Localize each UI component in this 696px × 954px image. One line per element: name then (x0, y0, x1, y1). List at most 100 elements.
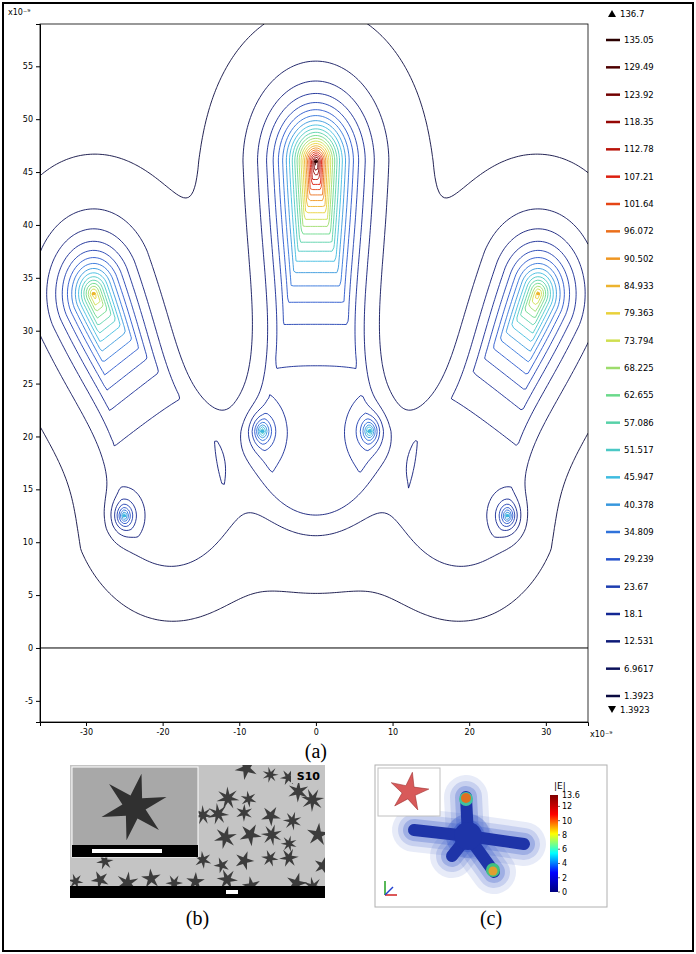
tip-glow (486, 863, 500, 877)
contour-line (92, 144, 540, 299)
level-legend: 136.7135.05129.49123.92118.35112.78107.2… (606, 9, 654, 715)
y-tick-mark (36, 701, 40, 702)
level-label: 107.21 (624, 172, 654, 182)
y-tick: 50 (23, 115, 40, 124)
level-label: 118.35 (624, 117, 654, 127)
contour-line (86, 135, 545, 318)
hot-spot (314, 160, 318, 163)
plot-frame (40, 24, 588, 722)
level-swatch (606, 394, 620, 397)
x-tick-mark (469, 722, 470, 726)
tem-particle (261, 850, 279, 867)
y-tick: 5 (28, 591, 40, 600)
tem-particle (236, 851, 254, 870)
level-swatch (606, 585, 620, 588)
triad-y (384, 881, 386, 895)
level-label: 18.1 (624, 609, 643, 619)
level-swatch (606, 531, 620, 534)
colorbar-min-label: 1.3923 (620, 705, 650, 715)
y-tick: 45 (23, 168, 40, 177)
level-label: 57.086 (624, 418, 654, 428)
level-label: 40.378 (624, 500, 654, 510)
contour-line (306, 148, 326, 201)
inset-scale-bar (92, 849, 162, 853)
panel-label: (b) (186, 907, 209, 930)
colorbar-tick (558, 877, 560, 878)
y-unit-label: x10⁻⁹ (8, 8, 30, 17)
hot-spot (368, 430, 372, 433)
contour-line (56, 93, 576, 530)
level-label: 84.933 (624, 281, 654, 291)
level-label: 51.517 (624, 445, 654, 455)
sample-label: S10 (297, 770, 321, 783)
level-swatch (606, 503, 620, 506)
hot-spot (122, 514, 126, 517)
inset-star (391, 772, 429, 810)
y-tick-label: 0 (28, 644, 33, 653)
y-tick-mark (36, 384, 40, 385)
level-label: 12.531 (624, 636, 654, 646)
level-label: 135.05 (624, 35, 654, 45)
tem-particles (70, 765, 325, 897)
sample-label-ground (291, 769, 321, 783)
level-swatch (606, 93, 620, 96)
level-label: 45.947 (624, 472, 654, 482)
level-label: 129.49 (624, 62, 654, 72)
level-swatch (606, 257, 620, 260)
x-tick-label: 30 (541, 728, 551, 737)
level-swatch (606, 175, 620, 178)
x-tick-label: 0 (314, 728, 319, 737)
y-tick-label: 10 (23, 538, 33, 547)
contour-line (88, 138, 543, 311)
level-swatch (606, 203, 620, 206)
colorbar (550, 795, 558, 892)
y-tick: 10 (23, 538, 40, 547)
tem-particle (288, 780, 308, 802)
y-tick-label: 35 (23, 274, 33, 283)
x-tick-mark (546, 722, 547, 726)
tem-particle (279, 849, 299, 867)
colorbar-tick-label: 6 (562, 845, 567, 854)
colorbar-tick (558, 892, 560, 893)
y-axis: -50510152025303540455055 (23, 25, 41, 723)
x-unit-label: x10⁻⁹ (590, 730, 612, 739)
inset-scale-strip (72, 845, 198, 857)
contour-line (40, 24, 588, 621)
colorbar-title: |E| (554, 781, 566, 791)
level-label: 101.64 (624, 199, 654, 209)
tem-particle (261, 824, 282, 845)
level-label: 90.502 (624, 254, 654, 264)
x-tick-mark (393, 722, 394, 726)
tem-particle (208, 803, 229, 824)
tem-particle (301, 789, 324, 812)
colorbar-tick (558, 834, 560, 835)
colorbar-tick-label: 12 (562, 802, 572, 811)
level-label: 96.072 (624, 226, 654, 236)
level-label: 68.225 (624, 363, 654, 373)
x-axis-line (41, 723, 589, 727)
scale-bar (226, 890, 238, 894)
y-tick-mark (36, 648, 40, 649)
hot-spot (260, 430, 264, 433)
contour-line (310, 154, 321, 185)
colorbar-tick-label: 10 (562, 817, 572, 826)
y-tick-mark (36, 542, 40, 543)
colorbar-tick (558, 863, 560, 864)
x-tick-label: 20 (465, 728, 475, 737)
x-tick: 20 (465, 722, 475, 737)
level-swatch (606, 449, 620, 452)
panel-b: S10 (68, 758, 333, 898)
figure-border (3, 3, 693, 951)
y-tick-label: 45 (23, 168, 33, 177)
tem-particle (263, 767, 279, 783)
y-tick-label: 25 (23, 380, 33, 389)
y-tick-mark (36, 119, 40, 120)
contour-line (305, 146, 328, 207)
colorbar-tick-label: 4 (562, 859, 567, 868)
colorbar-tick (558, 820, 560, 821)
contour-line (308, 150, 325, 195)
colorbar-tick (558, 849, 560, 850)
triad-z (385, 887, 393, 895)
hot-spot (536, 292, 540, 295)
colorbar-max-label: 136.7 (620, 9, 644, 19)
